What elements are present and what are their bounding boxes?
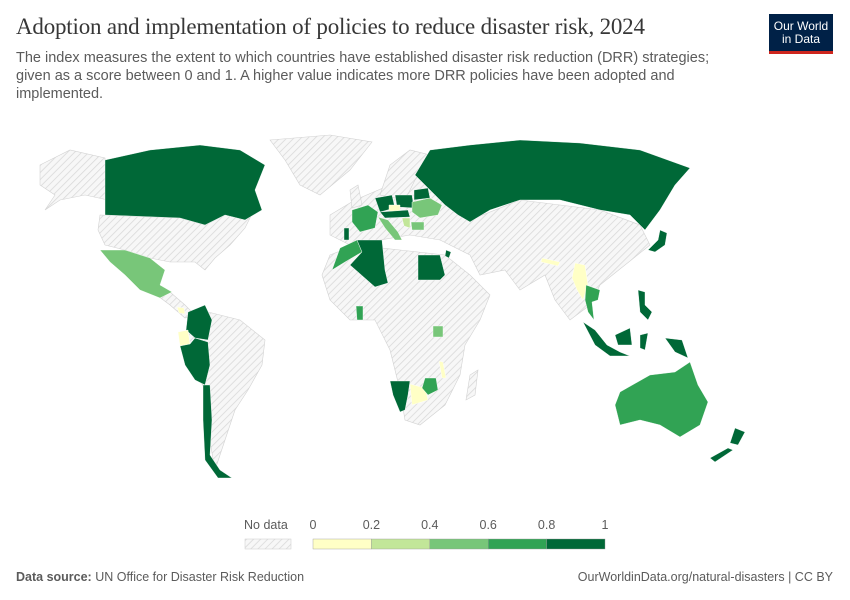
country-colombia[interactable] xyxy=(185,304,213,341)
world-map xyxy=(39,134,746,479)
legend-no-data-swatch xyxy=(244,538,292,550)
country-mexico[interactable] xyxy=(99,249,173,299)
country-morocco[interactable] xyxy=(331,239,363,271)
country-papua-new-guinea[interactable] xyxy=(664,337,689,359)
legend-bin[interactable] xyxy=(487,538,547,550)
country-russia[interactable] xyxy=(414,139,691,231)
legend-tick-label: 0.6 xyxy=(479,518,497,532)
country-bulgaria[interactable] xyxy=(410,221,425,231)
country-costa-rica[interactable] xyxy=(176,306,186,315)
country-czechia[interactable] xyxy=(388,204,401,212)
region-madagascar[interactable] xyxy=(465,369,479,401)
legend-bin[interactable] xyxy=(312,538,372,550)
country-peru[interactable] xyxy=(179,337,211,386)
region-alaska[interactable] xyxy=(39,149,109,211)
country-belarus[interactable] xyxy=(413,187,431,201)
country-egypt[interactable] xyxy=(417,254,446,281)
country-japan[interactable] xyxy=(647,229,668,253)
country-philippines[interactable] xyxy=(637,289,653,321)
legend-tick-label: 0 xyxy=(309,518,317,532)
legend-tick-label: 0.4 xyxy=(421,518,439,532)
country-indonesia[interactable] xyxy=(582,321,649,357)
country-italy[interactable] xyxy=(377,216,403,241)
country-jordan[interactable] xyxy=(444,249,452,259)
owid-logo[interactable]: Our World in Data xyxy=(769,14,833,54)
legend-tick-label: 1 xyxy=(601,518,609,532)
country-thailand[interactable] xyxy=(584,284,601,321)
country-portugal[interactable] xyxy=(343,227,350,241)
data-source: Data source: UN Office for Disaster Risk… xyxy=(16,570,305,584)
country-myanmar[interactable] xyxy=(571,262,589,301)
source-url[interactable]: OurWorldinData.org/natural-disasters | C… xyxy=(577,570,833,584)
region-uk[interactable] xyxy=(349,184,363,209)
country-chile[interactable] xyxy=(202,384,233,479)
country-nepal[interactable] xyxy=(540,257,561,267)
legend-tick-label: 0.2 xyxy=(362,518,381,532)
country-serbia[interactable] xyxy=(401,217,411,229)
legend-bin[interactable] xyxy=(546,538,606,550)
chart-title: Adoption and implementation of policies … xyxy=(16,14,645,39)
country-zimbabwe[interactable] xyxy=(421,377,439,396)
legend-tick-label: 0.8 xyxy=(537,518,556,532)
country-algeria[interactable] xyxy=(349,239,389,288)
country-france[interactable] xyxy=(351,204,379,233)
country-ghana[interactable] xyxy=(355,305,364,321)
legend-bin[interactable] xyxy=(429,538,489,550)
legend-no-data-label: No data xyxy=(244,518,288,532)
country-new-zealand[interactable] xyxy=(709,427,746,463)
country-ecuador[interactable] xyxy=(177,329,191,347)
country-uganda[interactable] xyxy=(432,325,444,338)
region-greenland[interactable] xyxy=(269,134,373,196)
legend-swatches xyxy=(244,538,606,550)
legend-bin[interactable] xyxy=(371,538,430,550)
country-canada[interactable] xyxy=(104,144,266,226)
chart-subtitle: The index measures the extent to which c… xyxy=(16,50,710,102)
country-australia[interactable] xyxy=(614,361,709,438)
country-namibia[interactable] xyxy=(389,380,411,413)
country-malawi[interactable] xyxy=(438,360,447,379)
country-austria-hungary[interactable] xyxy=(379,209,411,219)
